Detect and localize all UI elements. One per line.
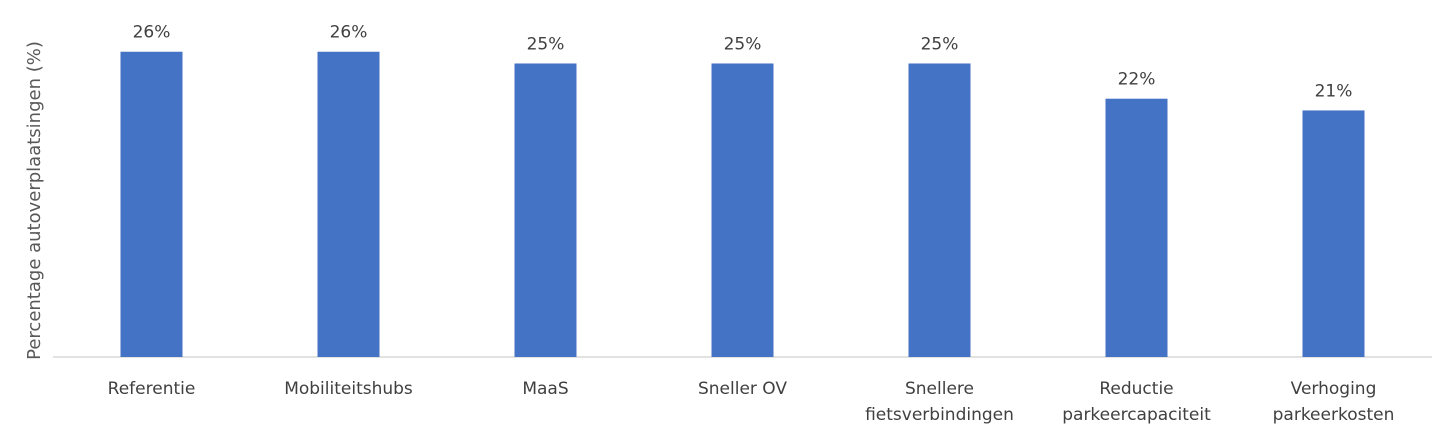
bar-6 <box>1105 98 1168 357</box>
x-tick-label-5-line-2: fietsverbindingen <box>865 405 1014 425</box>
bar-3 <box>514 63 577 358</box>
data-label-6: 22% <box>1118 70 1156 90</box>
x-tick-label-7-line-2: parkeerkosten <box>1273 405 1395 425</box>
y-axis-label: Percentage autoverplaatsingen (%) <box>24 41 45 360</box>
x-tick-label-6-line-1: Reductie <box>1099 379 1173 399</box>
x-tick-label-3: MaaS <box>522 379 568 399</box>
x-tick-label-5-line-1: Snellere <box>905 379 974 399</box>
data-labels-group: 26% 26% 25% 25% 25% 22% 21% <box>133 23 1353 102</box>
bars-group <box>120 51 1365 358</box>
bar-4 <box>711 63 774 358</box>
data-label-2: 26% <box>330 23 368 43</box>
bar-2 <box>317 51 380 357</box>
data-label-4: 25% <box>724 34 762 54</box>
data-label-7: 21% <box>1315 81 1353 101</box>
x-tick-labels-group: Referentie Mobiliteitshubs MaaS Sneller OV S… <box>108 379 1395 425</box>
x-tick-label-4: Sneller OV <box>698 379 787 399</box>
x-tick-label-2: Mobiliteitshubs <box>284 379 413 399</box>
x-tick-label-6-line-2: parkeercapaciteit <box>1062 405 1211 425</box>
data-label-1: 26% <box>133 23 171 43</box>
bar-5 <box>908 63 971 358</box>
bar-7 <box>1302 110 1365 357</box>
data-label-3: 25% <box>527 34 565 54</box>
x-tick-label-7-line-1: Verhoging <box>1291 379 1377 399</box>
bar-1 <box>120 51 183 357</box>
data-label-5: 25% <box>921 34 959 54</box>
x-tick-label-1: Referentie <box>108 379 196 399</box>
